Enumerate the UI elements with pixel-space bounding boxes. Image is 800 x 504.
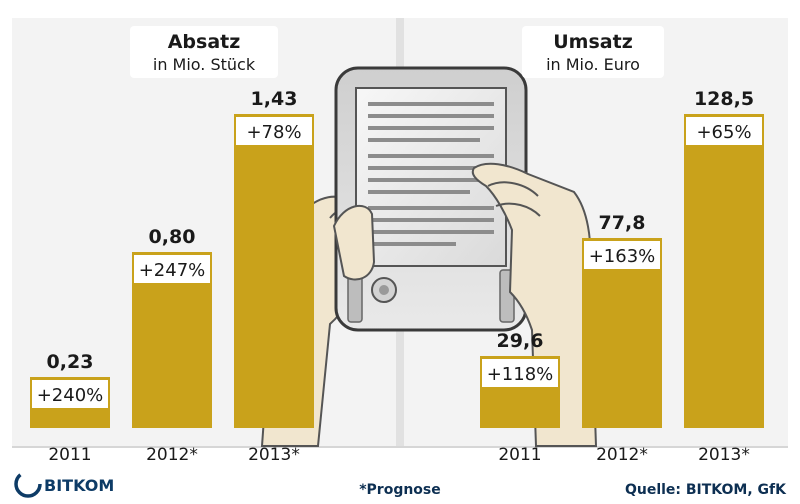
- category-label: 2011: [498, 445, 541, 465]
- growth-label: +65%: [696, 122, 751, 143]
- bar-2013-forecast: [684, 114, 764, 428]
- growth-label: +163%: [589, 246, 656, 267]
- chart-subtitle: in Mio. Stück: [153, 55, 256, 74]
- chart-absatz: Absatz in Mio. Stück +240% 0,23 2011 +247% 0,8…: [30, 31, 314, 465]
- nav-button-center: [379, 285, 389, 295]
- growth-label-box: [32, 380, 108, 408]
- bar-2012-forecast: [582, 238, 662, 428]
- growth-label-box: [134, 255, 210, 283]
- growth-label: +118%: [487, 364, 554, 385]
- value-label: 128,5: [694, 88, 754, 110]
- growth-label: +247%: [139, 260, 206, 281]
- category-label: 2011: [48, 445, 91, 465]
- chart-subtitle: in Mio. Euro: [546, 55, 640, 74]
- title-box-right: [522, 26, 664, 78]
- category-label: 2013*: [248, 445, 300, 465]
- value-label: 1,43: [251, 88, 298, 110]
- baseline-shadow: [12, 446, 788, 448]
- right-hand-icon: [471, 162, 598, 447]
- title-box-left: [130, 26, 278, 78]
- left-thumb-icon: [332, 204, 376, 281]
- value-label: 0,23: [47, 351, 94, 373]
- screen-text-lines: [368, 102, 494, 246]
- value-label: 77,8: [599, 212, 646, 234]
- growth-label-box: [584, 241, 660, 269]
- bar-2013-forecast: [234, 114, 314, 428]
- category-label: 2012*: [146, 445, 198, 465]
- footnote: *Prognose: [359, 482, 441, 498]
- chart-title: Absatz: [168, 31, 241, 53]
- source-note: Quelle: BITKOM, GfK: [625, 482, 787, 498]
- growth-label-box: [236, 117, 312, 145]
- value-label: 0,80: [149, 226, 196, 248]
- growth-label-box: [482, 359, 558, 387]
- bitkom-logo-icon: [14, 470, 42, 498]
- category-label: 2012*: [596, 445, 648, 465]
- growth-label: +78%: [246, 122, 301, 143]
- chart-title: Umsatz: [553, 31, 633, 53]
- growth-label: +240%: [37, 385, 104, 406]
- logo-text: BITKOM: [44, 476, 114, 495]
- chart-umsatz: Umsatz in Mio. Euro +118% 29,6 2011 +163% 77,8…: [480, 31, 764, 465]
- category-label: 2013*: [698, 445, 750, 465]
- growth-label-box: [686, 117, 762, 145]
- bitkom-logo: BITKOM: [14, 470, 114, 498]
- value-label: 29,6: [497, 330, 544, 352]
